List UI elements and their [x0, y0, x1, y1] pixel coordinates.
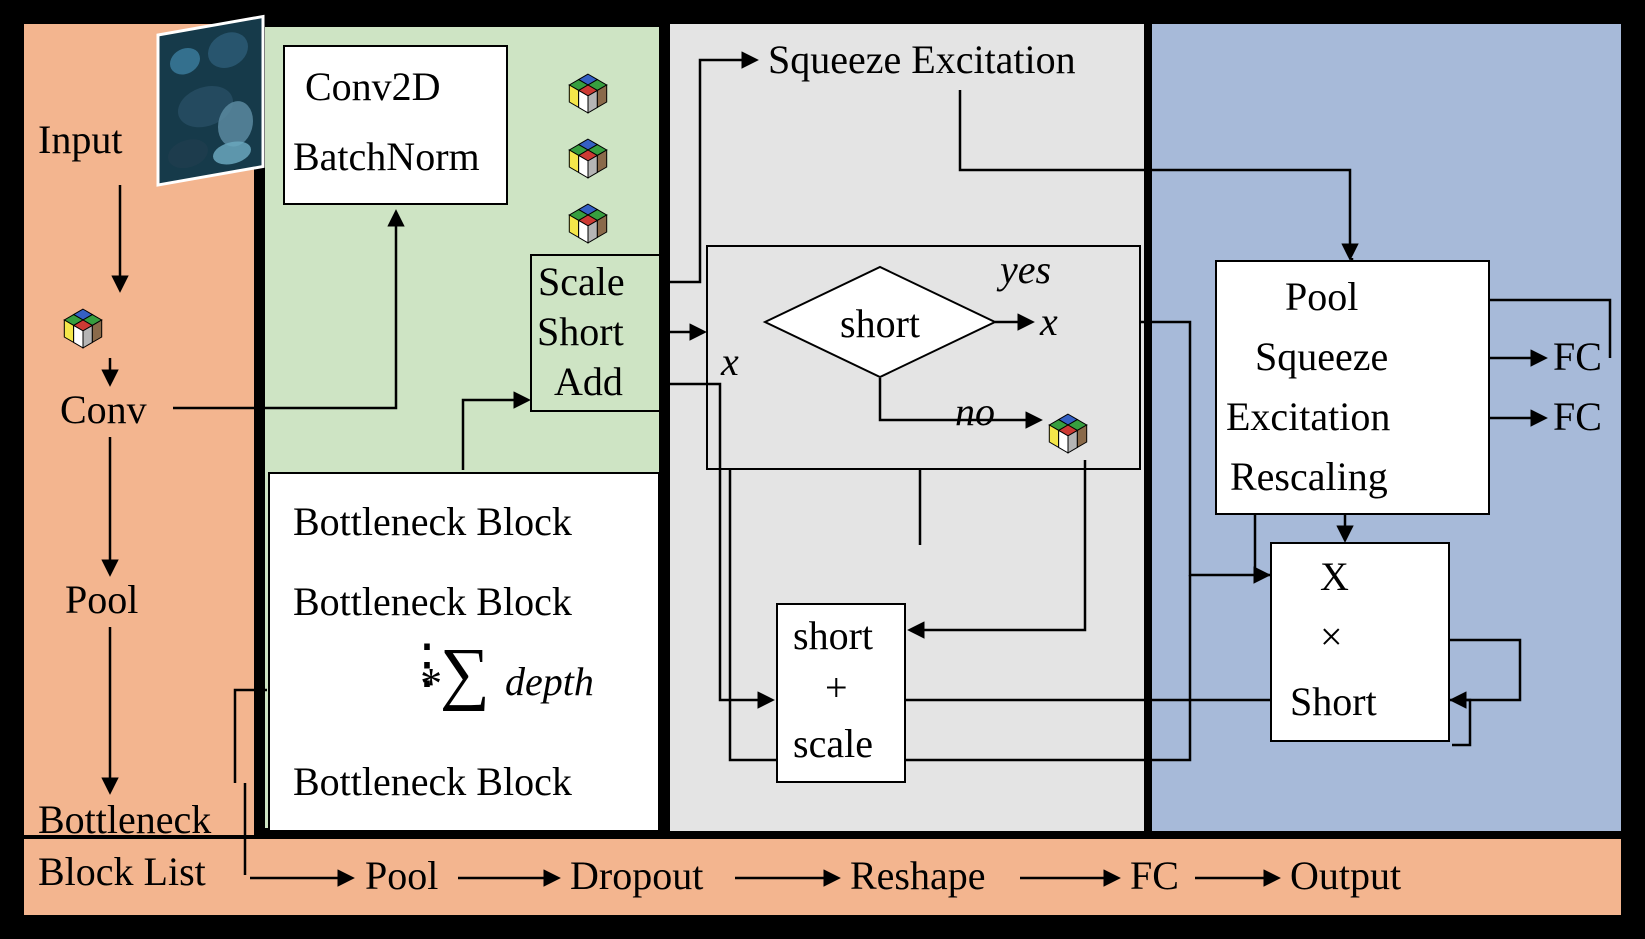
box-scale-short-add — [530, 254, 664, 412]
label-bneck-3: Bottleneck Block — [293, 760, 572, 804]
label-x-out: x — [1040, 300, 1058, 344]
label-bottom-output: Output — [1290, 854, 1401, 898]
label-bottom-dropout: Dropout — [570, 854, 703, 898]
label-fc-2: FC — [1553, 395, 1602, 439]
label-blue-excitation: Excitation — [1226, 395, 1390, 439]
label-blue-pool: Pool — [1285, 275, 1358, 319]
label-no: no — [955, 390, 995, 434]
label-squeeze-excitation-title: Squeeze Excitation — [768, 38, 1076, 82]
label-bottom-fc: FC — [1130, 854, 1179, 898]
label-bottom-reshape: Reshape — [850, 854, 986, 898]
label-bneck-2: Bottleneck Block — [293, 580, 572, 624]
label-xbox-X: X — [1320, 555, 1349, 599]
label-sigma: ∑ — [440, 635, 490, 712]
label-sumbox-plus: + — [825, 666, 848, 710]
box-decision — [706, 245, 1141, 470]
label-conv2d: Conv2D — [305, 65, 441, 109]
label-xbox-short: Short — [1290, 680, 1377, 724]
label-bneck-1: Bottleneck Block — [293, 500, 572, 544]
label-x-in: x — [721, 340, 739, 384]
label-pool: Pool — [65, 578, 138, 622]
label-xbox-times: × — [1320, 615, 1343, 659]
label-blue-squeeze: Squeeze — [1255, 335, 1388, 379]
label-input: Input — [38, 118, 122, 162]
label-fc-1: FC — [1553, 335, 1602, 379]
label-sumbox-scale: scale — [793, 722, 873, 766]
label-depth: depth — [505, 660, 594, 704]
label-sumbox-short: short — [793, 614, 873, 658]
label-diamond-short: short — [840, 302, 920, 346]
label-bottom-pool: Pool — [365, 854, 438, 898]
label-asterisk: * — [418, 660, 440, 708]
label-bottleneck-line1: Bottleneck — [38, 798, 211, 842]
label-yes: yes — [1000, 248, 1051, 292]
label-batchnorm: BatchNorm — [293, 135, 480, 179]
label-conv: Conv — [60, 388, 147, 432]
label-bottleneck-line2: Block List — [38, 850, 206, 894]
label-blue-rescaling: Rescaling — [1230, 455, 1388, 499]
